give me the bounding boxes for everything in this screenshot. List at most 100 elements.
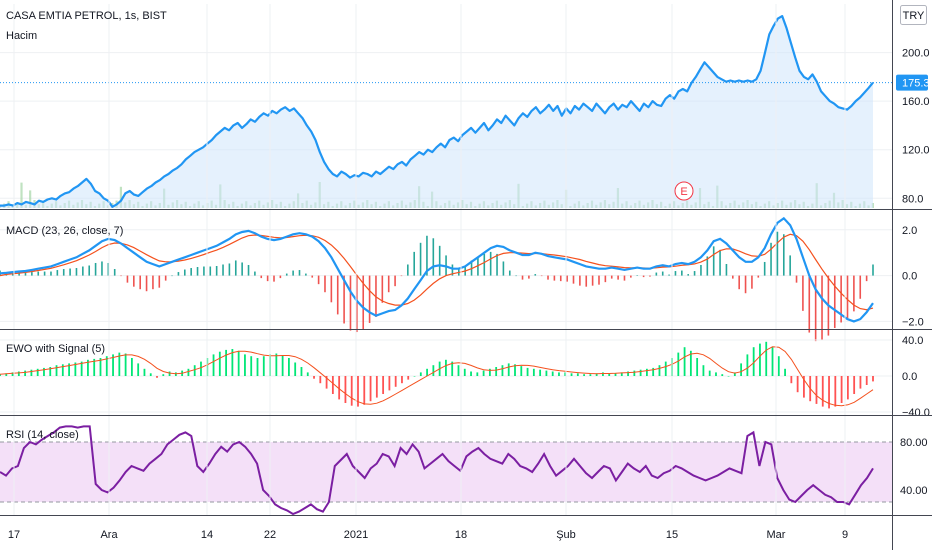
currency-button[interactable]: TRY — [900, 5, 927, 25]
earnings-marker: E — [674, 181, 694, 201]
time-tick-label: 14 — [201, 529, 213, 541]
macd-histogram-bar — [585, 275, 588, 287]
macd-histogram-bar — [228, 263, 231, 276]
ewo-bar — [187, 368, 190, 376]
macd-histogram-bar — [534, 274, 537, 276]
ewo-bar — [859, 376, 862, 389]
ewo-bar — [740, 363, 743, 376]
rsi-pane[interactable]: 40.00 80.00 — [0, 425, 928, 516]
macd-histogram-bar — [279, 275, 282, 279]
ewo-bar — [765, 341, 768, 376]
ewo-bar — [652, 367, 655, 376]
ewo-bar — [17, 371, 20, 376]
macd-histogram-bar — [719, 249, 721, 276]
macd-histogram-bar — [821, 275, 823, 341]
ewo-bar — [821, 376, 824, 407]
ewo-bar — [130, 358, 133, 376]
ewo-bar — [363, 376, 366, 405]
ewo-bar — [426, 368, 428, 376]
macd-histogram-bar — [438, 245, 441, 276]
macd-histogram-bar — [381, 275, 384, 303]
ewo-bar — [168, 371, 171, 376]
ewo-bar — [237, 350, 240, 376]
ewo-bar — [80, 361, 83, 376]
macd-histogram-bar — [706, 256, 709, 276]
price-tick-label: 80.0 — [902, 193, 923, 205]
macd-histogram-bar — [508, 270, 511, 276]
rsi-line — [0, 425, 874, 516]
ewo-bar — [445, 359, 447, 376]
ewo-bar — [407, 376, 410, 380]
ewo-bar — [645, 368, 648, 376]
ewo-bar — [193, 365, 196, 376]
macd-histogram-bar — [668, 274, 670, 276]
macd-histogram-bar — [368, 275, 371, 323]
price-pane[interactable]: 80.0 120.0 160.0 200.0 175.3 E — [0, 15, 930, 208]
macd-histogram-bar — [139, 275, 141, 290]
macd-pane[interactable]: −2.0 0.0 2.0 — [0, 216, 924, 342]
macd-histogram-bar — [330, 275, 333, 303]
ewo-bar — [162, 374, 165, 376]
macd-histogram-bar — [814, 275, 817, 342]
macd-histogram-bar — [120, 275, 122, 277]
time-axis[interactable]: 17 Ara 14 22 2021 18 Şub 15 Mar 9 — [8, 4, 848, 541]
macd-histogram-bar — [400, 275, 403, 277]
macd-histogram-bar — [273, 275, 275, 282]
macd-histogram-bar — [419, 242, 422, 276]
ewo-bar — [872, 376, 874, 382]
macd-histogram-bar — [407, 264, 409, 276]
ewo-bar — [539, 369, 542, 376]
ewo-bar — [112, 354, 114, 376]
macd-signal-line — [0, 233, 874, 311]
macd-histogram-bar — [661, 271, 664, 276]
ewo-bar — [137, 363, 140, 376]
macd-histogram-bar — [451, 264, 454, 276]
macd-histogram-bar — [241, 262, 243, 276]
ewo-bar — [520, 366, 523, 376]
last-price-badge — [896, 74, 928, 91]
macd-histogram-bar — [802, 275, 804, 311]
macd-histogram-bar — [24, 272, 27, 276]
time-tick-label: Mar — [767, 529, 786, 541]
ewo-bar — [105, 356, 108, 376]
macd-histogram-bar — [190, 268, 192, 276]
macd-histogram-bar — [234, 260, 237, 276]
macd-histogram-bar — [808, 275, 811, 333]
time-tick-label: Şub — [556, 529, 576, 541]
ewo-bar — [558, 372, 560, 376]
ewo-tick-label: −40.0 — [902, 407, 930, 419]
macd-histogram-bar — [572, 275, 575, 284]
macd-histogram-bar — [579, 275, 581, 286]
macd-histogram-bar — [725, 263, 728, 276]
ewo-bar — [853, 376, 856, 394]
ewo-bar — [382, 376, 385, 394]
price-tick-label: 160.0 — [902, 96, 930, 108]
macd-histogram-bar — [50, 271, 52, 276]
macd-histogram-bar — [113, 269, 116, 276]
macd-histogram-bar — [311, 275, 314, 278]
macd-histogram-bar — [152, 275, 154, 290]
macd-histogram-bar — [681, 270, 683, 276]
ewo-bar — [514, 364, 516, 376]
macd-histogram-bar — [31, 272, 33, 276]
time-tick-label: 18 — [455, 529, 467, 541]
macd-histogram-bar — [298, 270, 301, 276]
macd-histogram-bar — [336, 275, 339, 315]
macd-histogram-bar — [540, 275, 543, 277]
ewo-bar — [583, 374, 585, 376]
ewo-bar — [746, 354, 749, 376]
macd-histogram-bar — [18, 272, 20, 276]
macd-tick-label: 2.0 — [902, 225, 917, 237]
macd-histogram-bar — [133, 275, 135, 287]
macd-tick-label: 0.0 — [902, 271, 917, 283]
ewo-bar — [319, 376, 322, 384]
volume-bar — [20, 182, 23, 208]
macd-histogram-bar — [853, 275, 855, 312]
macd-histogram-bar — [840, 275, 842, 323]
ewo-bar — [589, 374, 592, 376]
ewo-bar — [815, 376, 818, 404]
ewo-title: EWO with Signal (5) — [6, 343, 105, 355]
ewo-bar — [633, 370, 636, 376]
rsi-title: RSI (14, close) — [6, 429, 79, 441]
